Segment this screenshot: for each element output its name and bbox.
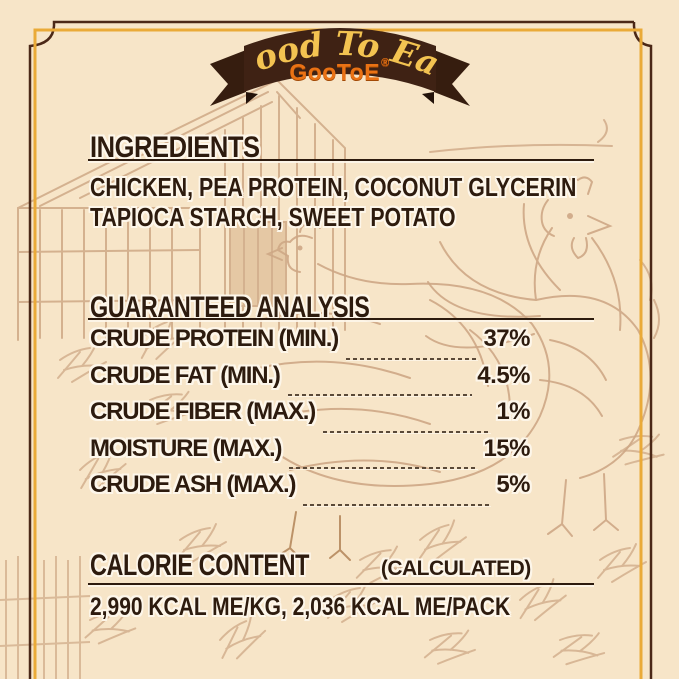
- fence-illustration: [0, 556, 91, 679]
- analysis-value: 4.5%: [477, 361, 530, 389]
- guaranteed-analysis-heading: GUARANTEED ANALYSIS: [90, 291, 370, 324]
- calorie-content-value: 2,990 KCAL ME/KG, 2,036 KCAL ME/PACK: [90, 593, 511, 621]
- table-row: CRUDE FIBER (MAX.) 1%: [90, 400, 530, 437]
- rooster-illustration: [425, 176, 652, 537]
- table-row: MOISTURE (MAX.) 15%: [90, 434, 530, 474]
- calorie-heading-main: CALORIE CONTENT: [90, 549, 310, 582]
- table-row: CRUDE ASH (MAX.) 5%: [90, 473, 530, 510]
- registered-mark: ®: [381, 57, 390, 69]
- ingredients-heading: INGREDIENTS: [90, 131, 260, 164]
- analysis-value: 5%: [496, 471, 530, 498]
- analysis-label: MOISTURE (MAX.): [90, 434, 283, 462]
- barn-illustration: [17, 79, 346, 341]
- brand-logo: GooToE®: [0, 57, 679, 86]
- calorie-content-underline: [88, 583, 594, 585]
- analysis-label: CRUDE FAT (MIN.): [90, 361, 281, 389]
- analysis-label: CRUDE FIBER (MAX.): [90, 398, 316, 425]
- table-row: CRUDE PROTEIN (MIN.) 37%: [90, 327, 530, 364]
- table-row: CRUDE FAT (MIN.) 4.5%: [90, 361, 530, 401]
- ribbon-right-tail: [434, 50, 470, 106]
- dotted-leader: [303, 503, 492, 506]
- analysis-value: 1%: [496, 398, 530, 425]
- analysis-value: 15%: [483, 434, 530, 462]
- dotted-leader: [346, 357, 479, 360]
- ingredients-line-1: CHICKEN, PEA PROTEIN, COCONUT GLYCERIN: [90, 172, 577, 202]
- calorie-content-heading: CALORIE CONTENT (CALCULATED): [90, 551, 531, 581]
- guaranteed-analysis-underline: [88, 318, 594, 320]
- ingredients-underline: [88, 159, 594, 161]
- ribbon-band: [244, 28, 436, 92]
- analysis-label: CRUDE PROTEIN (MIN.): [90, 325, 339, 352]
- ingredients-line-2: TAPIOCA STARCH, SWEET POTATO: [90, 202, 456, 232]
- analysis-label: CRUDE ASH (MAX.): [90, 471, 296, 498]
- ribbon-left-tail: [210, 50, 246, 106]
- guaranteed-analysis-table: CRUDE PROTEIN (MIN.) 37% CRUDE FAT (MIN.…: [90, 327, 530, 510]
- dotted-leader: [289, 467, 479, 469]
- brand-logo-text: GooToE: [289, 59, 381, 85]
- analysis-value: 37%: [483, 325, 530, 352]
- calorie-heading-note: (CALCULATED): [380, 557, 531, 580]
- dotted-leader: [323, 430, 492, 433]
- dotted-leader: [287, 394, 473, 396]
